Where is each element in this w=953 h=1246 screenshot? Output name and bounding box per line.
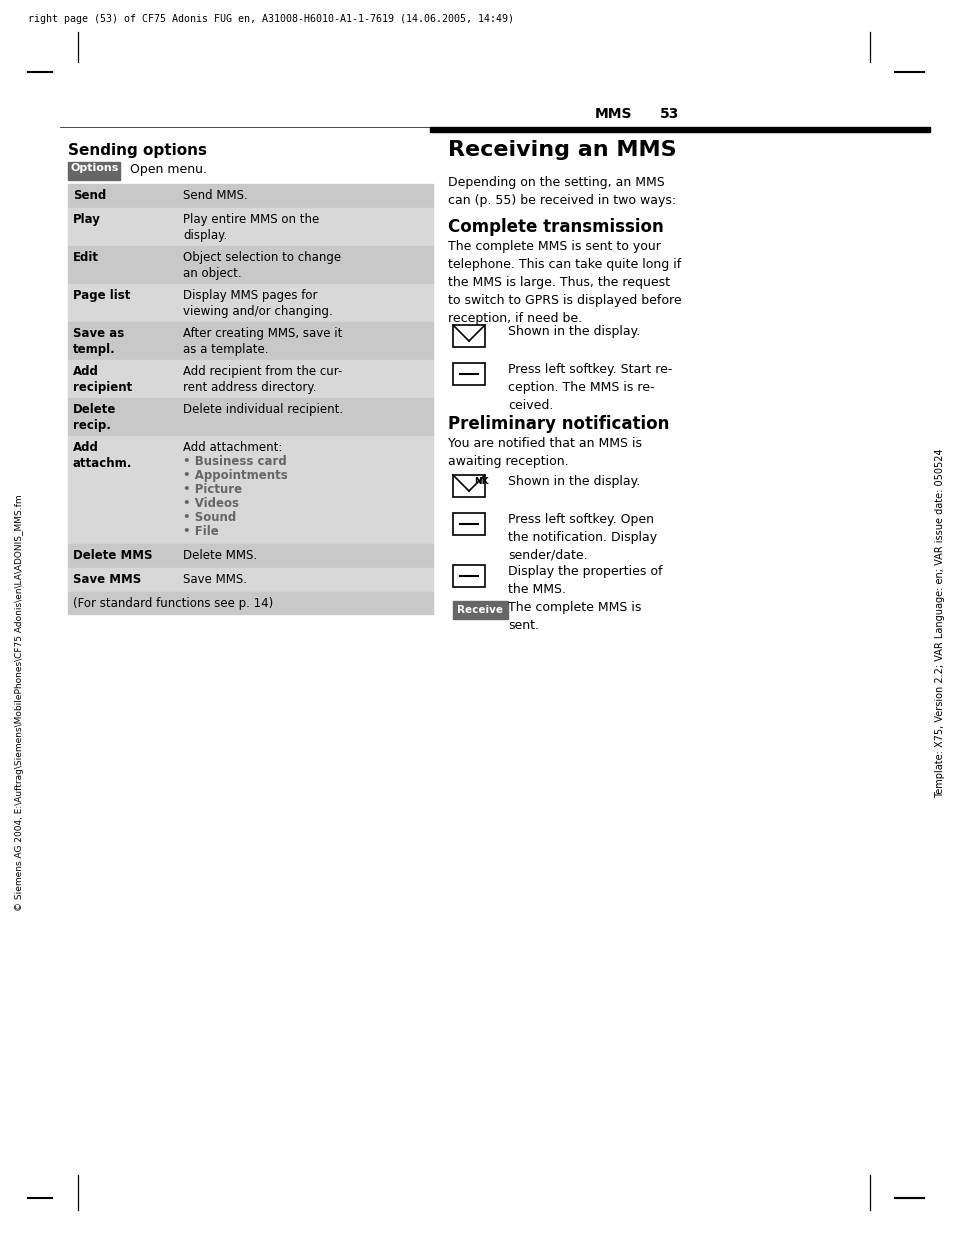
Text: Play entire MMS on the
display.: Play entire MMS on the display. xyxy=(183,213,319,242)
Text: Delete individual recipient.: Delete individual recipient. xyxy=(183,402,343,416)
Text: right page (53) of CF75 Adonis FUG en, A31008-H6010-A1-1-7619 (14.06.2005, 14:49: right page (53) of CF75 Adonis FUG en, A… xyxy=(28,14,514,24)
Text: Depending on the setting, an MMS
can (p. 55) be received in two ways:: Depending on the setting, an MMS can (p.… xyxy=(448,176,676,207)
Text: You are notified that an MMS is
awaiting reception.: You are notified that an MMS is awaiting… xyxy=(448,437,641,468)
Bar xyxy=(68,245,433,284)
Text: Add attachment:: Add attachment: xyxy=(183,441,282,454)
Text: Receive: Receive xyxy=(456,606,502,616)
Text: • Appointments: • Appointments xyxy=(183,468,288,482)
Text: Save MMS: Save MMS xyxy=(73,573,141,586)
Bar xyxy=(453,513,484,535)
Bar xyxy=(453,475,484,497)
Text: Play: Play xyxy=(73,213,101,226)
Text: Sending options: Sending options xyxy=(68,143,207,158)
Text: NΚ: NΚ xyxy=(474,477,488,486)
Text: Press left softkey. Open
the notification. Display
sender/date.: Press left softkey. Open the notificatio… xyxy=(507,513,657,562)
Text: Display the properties of
the MMS.: Display the properties of the MMS. xyxy=(507,564,661,596)
Text: (For standard functions see p. 14): (For standard functions see p. 14) xyxy=(73,597,273,611)
Text: Add recipient from the cur-
rent address directory.: Add recipient from the cur- rent address… xyxy=(183,365,342,394)
Text: Delete
recip.: Delete recip. xyxy=(73,402,116,432)
Text: Send MMS.: Send MMS. xyxy=(183,189,248,202)
Text: Open menu.: Open menu. xyxy=(130,163,207,176)
Text: MMS: MMS xyxy=(595,107,632,121)
Bar xyxy=(68,184,433,208)
Text: • Picture: • Picture xyxy=(183,483,242,496)
Bar xyxy=(453,601,507,619)
Bar xyxy=(68,568,433,592)
Text: After creating MMS, save it
as a template.: After creating MMS, save it as a templat… xyxy=(183,326,342,356)
Bar xyxy=(68,545,433,568)
Text: Preliminary notification: Preliminary notification xyxy=(448,415,669,434)
Text: Receiving an MMS: Receiving an MMS xyxy=(448,140,676,159)
Bar xyxy=(68,162,120,179)
Bar xyxy=(453,363,484,385)
Text: The complete MMS is
sent.: The complete MMS is sent. xyxy=(507,601,640,632)
Bar xyxy=(68,436,433,545)
Text: Save as
templ.: Save as templ. xyxy=(73,326,124,356)
Text: Add
recipient: Add recipient xyxy=(73,365,132,394)
Bar xyxy=(453,564,484,587)
Text: Page list: Page list xyxy=(73,289,131,302)
Text: Display MMS pages for
viewing and/or changing.: Display MMS pages for viewing and/or cha… xyxy=(183,289,333,318)
Text: Complete transmission: Complete transmission xyxy=(448,218,663,235)
Text: Delete MMS: Delete MMS xyxy=(73,549,152,562)
Text: Template: X75, Version 2.2; VAR Language: en; VAR issue date: 050524: Template: X75, Version 2.2; VAR Language… xyxy=(934,449,944,797)
Bar xyxy=(68,208,433,245)
Text: • File: • File xyxy=(183,525,218,538)
Text: © Siemens AG 2004, E:\Auftrag\Siemens\MobilePhones\CF75 Adonis\en\LA\ADONIS_MMS.: © Siemens AG 2004, E:\Auftrag\Siemens\Mo… xyxy=(15,495,25,911)
Text: Delete MMS.: Delete MMS. xyxy=(183,549,257,562)
Text: The complete MMS is sent to your
telephone. This can take quite long if
the MMS : The complete MMS is sent to your telepho… xyxy=(448,240,680,325)
Text: 53: 53 xyxy=(659,107,679,121)
Text: Shown in the display.: Shown in the display. xyxy=(507,325,639,338)
Bar xyxy=(68,397,433,436)
Bar xyxy=(68,360,433,397)
Text: Send: Send xyxy=(73,189,106,202)
Text: Press left softkey. Start re-
ception. The MMS is re-
ceived.: Press left softkey. Start re- ception. T… xyxy=(507,363,672,412)
Bar xyxy=(453,325,484,346)
Text: • Videos: • Videos xyxy=(183,497,239,510)
Bar xyxy=(68,592,433,614)
Text: Object selection to change
an object.: Object selection to change an object. xyxy=(183,250,341,280)
Text: • Sound: • Sound xyxy=(183,511,236,525)
Bar xyxy=(430,127,929,132)
Bar xyxy=(68,321,433,360)
Text: Save MMS.: Save MMS. xyxy=(183,573,247,586)
Text: Options: Options xyxy=(71,163,119,173)
Bar xyxy=(68,284,433,321)
Text: • Business card: • Business card xyxy=(183,455,287,468)
Text: Shown in the display.: Shown in the display. xyxy=(507,475,639,488)
Text: Add
attachm.: Add attachm. xyxy=(73,441,132,470)
Text: Edit: Edit xyxy=(73,250,99,264)
